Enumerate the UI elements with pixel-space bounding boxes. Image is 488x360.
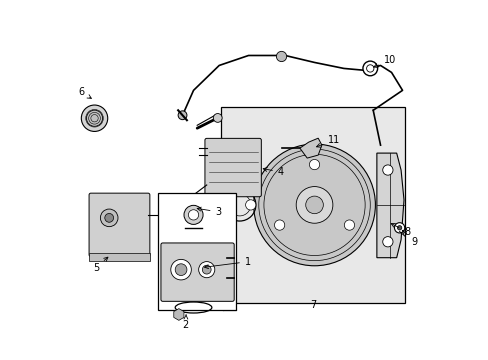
Circle shape — [86, 110, 102, 126]
Circle shape — [245, 200, 255, 210]
Text: 6: 6 — [78, 87, 91, 98]
Text: 1: 1 — [204, 257, 250, 269]
Text: 10: 10 — [373, 55, 396, 67]
Circle shape — [202, 265, 211, 274]
Bar — [158, 193, 236, 310]
Text: 5: 5 — [93, 257, 108, 273]
Circle shape — [253, 144, 375, 266]
Text: 3: 3 — [197, 207, 221, 217]
Text: 2: 2 — [182, 315, 188, 330]
Text: 8: 8 — [390, 224, 409, 237]
Text: 4: 4 — [263, 167, 284, 177]
Circle shape — [213, 113, 222, 122]
FancyBboxPatch shape — [161, 243, 234, 301]
Circle shape — [178, 111, 186, 120]
Text: 11: 11 — [316, 135, 339, 147]
Circle shape — [344, 220, 354, 230]
Bar — [220, 107, 405, 302]
Circle shape — [382, 165, 392, 175]
Circle shape — [81, 105, 107, 131]
Polygon shape — [299, 138, 321, 158]
Circle shape — [188, 210, 198, 220]
Circle shape — [104, 213, 113, 222]
Circle shape — [274, 220, 284, 230]
Circle shape — [170, 260, 191, 280]
Circle shape — [296, 186, 332, 223]
Text: 9: 9 — [402, 230, 417, 247]
Polygon shape — [376, 153, 403, 258]
FancyBboxPatch shape — [89, 193, 149, 257]
Bar — [88, 253, 150, 261]
Circle shape — [198, 262, 214, 278]
Circle shape — [382, 237, 392, 247]
Circle shape — [394, 223, 404, 233]
Circle shape — [183, 205, 203, 224]
Circle shape — [397, 226, 401, 230]
Circle shape — [100, 209, 118, 227]
Circle shape — [175, 264, 186, 275]
Text: 7: 7 — [309, 300, 316, 310]
Circle shape — [362, 61, 377, 76]
Circle shape — [309, 159, 319, 170]
Circle shape — [305, 196, 323, 214]
FancyBboxPatch shape — [204, 138, 261, 197]
Circle shape — [276, 51, 286, 62]
